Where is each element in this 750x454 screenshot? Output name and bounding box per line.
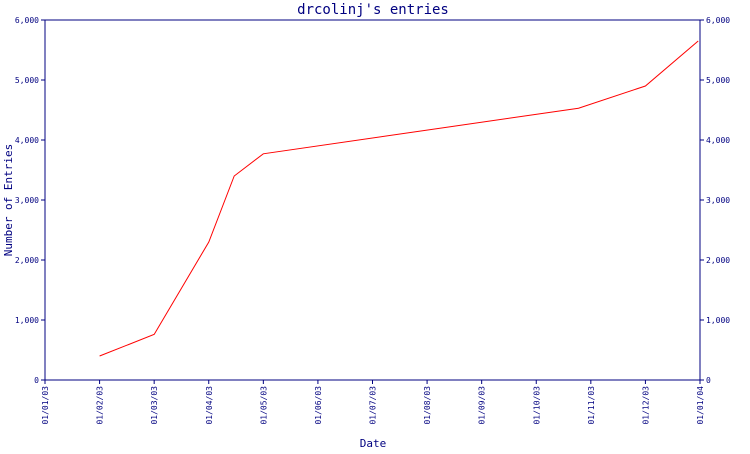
x-tick-label: 01/01/03 bbox=[41, 386, 50, 425]
y-tick-label-left: 2,000 bbox=[15, 256, 39, 265]
x-tick-label: 01/05/03 bbox=[259, 386, 268, 425]
series-group bbox=[99, 40, 699, 357]
y-tick-label-right: 1,000 bbox=[706, 316, 730, 325]
x-tick-label: 01/10/03 bbox=[532, 386, 541, 425]
y-axis-right: 0 1,000 2,000 3,000 4,000 5,000 6,000 bbox=[700, 16, 730, 385]
x-tick-label: 01/04/03 bbox=[205, 386, 214, 425]
y-tick-label-right: 0 bbox=[706, 376, 711, 385]
y-tick-label-right: 3,000 bbox=[706, 196, 730, 205]
y-tick-label-left: 4,000 bbox=[15, 136, 39, 145]
y-tick-label-left: 1,000 bbox=[15, 316, 39, 325]
y-axis-left: 0 1,000 2,000 3,000 4,000 5,000 6,000 bbox=[15, 16, 45, 385]
series-line bbox=[99, 40, 699, 357]
y-tick-label-left: 0 bbox=[34, 376, 39, 385]
y-tick-label-right: 4,000 bbox=[706, 136, 730, 145]
y-tick-label-right: 2,000 bbox=[706, 256, 730, 265]
x-tick-label: 01/06/03 bbox=[314, 386, 323, 425]
x-tick-label: 01/02/03 bbox=[96, 386, 105, 425]
y-tick-label-right: 5,000 bbox=[706, 76, 730, 85]
y-tick-label-left: 3,000 bbox=[15, 196, 39, 205]
x-tick-label: 01/08/03 bbox=[423, 386, 432, 425]
x-tick-label: 01/09/03 bbox=[478, 386, 487, 425]
y-tick-label-right: 6,000 bbox=[706, 16, 730, 25]
y-axis-label: Number of Entries bbox=[2, 144, 15, 257]
x-tick-label: 01/03/03 bbox=[150, 386, 159, 425]
x-tick-label: 01/01/04 bbox=[696, 386, 705, 425]
x-tick-label: 01/11/03 bbox=[587, 386, 596, 425]
x-tick-label: 01/12/03 bbox=[641, 386, 650, 425]
y-tick-label-left: 6,000 bbox=[15, 16, 39, 25]
plot-area-frame bbox=[44, 19, 701, 381]
y-tick-label-left: 5,000 bbox=[15, 76, 39, 85]
chart-title: drcolinj's entries bbox=[297, 2, 449, 18]
x-tick-label: 01/07/03 bbox=[369, 386, 378, 425]
x-axis-label: Date bbox=[360, 437, 387, 450]
x-axis: 01/01/03 01/02/03 01/03/03 01/04/03 01/05/03… bbox=[41, 380, 705, 425]
